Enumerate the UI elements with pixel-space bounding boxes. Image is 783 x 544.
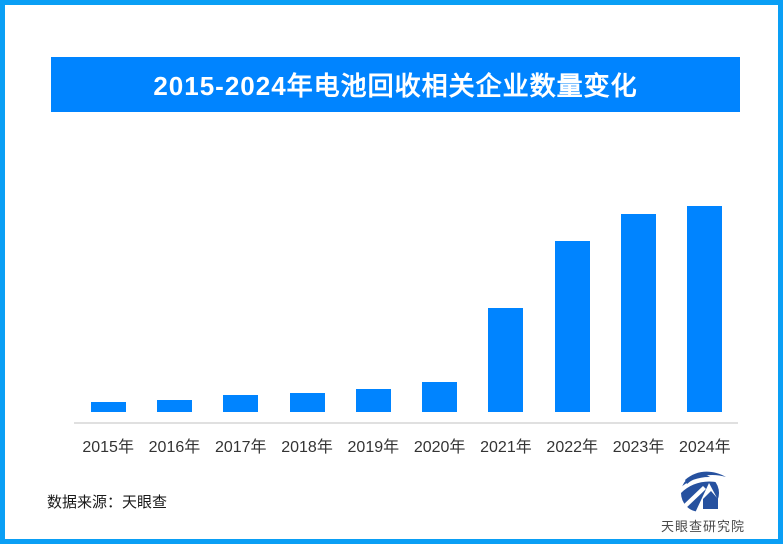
x-axis-label: 2024年 xyxy=(679,439,731,456)
x-axis-label: 2022年 xyxy=(546,439,599,456)
bar-2018年 xyxy=(289,393,325,412)
bar-slot xyxy=(75,202,141,412)
x-axis-label: 2019年 xyxy=(347,439,400,456)
bar-2016年 xyxy=(156,400,192,412)
x-axis-label: 2017年 xyxy=(214,439,267,456)
bar-slot xyxy=(406,202,472,412)
bar-2024年 xyxy=(687,206,723,412)
bar-2017年 xyxy=(223,395,259,412)
bar-2023年 xyxy=(621,214,657,412)
bar-2021年 xyxy=(488,308,524,412)
data-source-label: 数据来源：天眼查 xyxy=(47,494,168,511)
x-axis-line xyxy=(74,422,738,424)
bar-2020年 xyxy=(422,382,458,412)
x-axis-label: 2018年 xyxy=(281,439,333,456)
tianyancha-logo-icon xyxy=(680,471,727,513)
bar-chart xyxy=(75,202,738,412)
x-axis-label: 2023年 xyxy=(612,439,665,456)
chart-title: 2015-2024年电池回收相关企业数量变化 xyxy=(153,71,638,101)
bar-slot xyxy=(208,202,274,412)
bar-slot xyxy=(340,202,406,412)
x-axis-label: 2020年 xyxy=(413,439,466,456)
x-axis-label: 2016年 xyxy=(148,439,201,456)
x-axis-labels: 2015年 2016年 2017年 2018年 2019年 2020年 2021年 2022年… xyxy=(75,433,738,457)
title-banner: 2015-2024年电池回收相关企业数量变化 xyxy=(51,57,740,112)
x-axis-label: 2015年 xyxy=(82,439,134,456)
bar-slot xyxy=(473,202,539,412)
bar-2022年 xyxy=(554,241,590,412)
x-axis-label: 2021年 xyxy=(480,439,532,456)
bar-slot xyxy=(274,202,340,412)
bar-slot xyxy=(605,202,671,412)
tianyancha-logo-caption: 天眼查研究院 xyxy=(660,519,745,534)
bar-2015年 xyxy=(90,402,126,412)
bar-slot xyxy=(672,202,738,412)
tianyancha-logo: 天眼查研究院 xyxy=(653,468,753,535)
bar-2019年 xyxy=(355,389,391,412)
bar-slot xyxy=(539,202,605,412)
bar-slot xyxy=(141,202,207,412)
